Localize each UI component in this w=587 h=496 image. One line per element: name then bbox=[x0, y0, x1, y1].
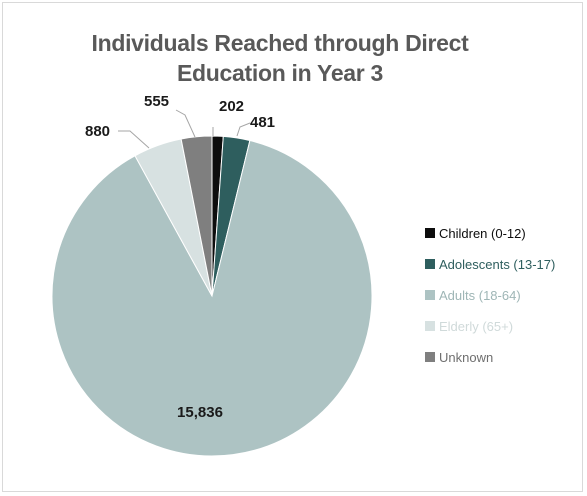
legend-label: Adolescents (13-17) bbox=[439, 256, 556, 272]
chart-title-line-1: Individuals Reached through Direct bbox=[91, 30, 469, 56]
legend-item: Adolescents (13-17) bbox=[425, 256, 575, 272]
chart-title-line-2: Education in Year 3 bbox=[176, 60, 384, 86]
pie-slice bbox=[51, 139, 373, 457]
legend-label: Children (0-12) bbox=[439, 225, 526, 241]
legend-item: Unknown bbox=[425, 349, 575, 365]
legend-swatch bbox=[425, 259, 435, 269]
legend-swatch bbox=[425, 321, 435, 331]
legend-label: Adults (18-64) bbox=[439, 287, 521, 303]
leader-line bbox=[118, 130, 150, 149]
legend-item: Adults (18-64) bbox=[425, 287, 575, 303]
data-label: 15,836 bbox=[177, 404, 223, 421]
legend-swatch bbox=[425, 228, 435, 238]
leader-line bbox=[236, 122, 251, 137]
legend-item: Children (0-12) bbox=[425, 225, 575, 241]
data-label: 202 bbox=[219, 98, 244, 115]
legend-swatch bbox=[425, 352, 435, 362]
legend-item: Elderly (65+) bbox=[425, 318, 575, 334]
legend-swatch bbox=[425, 290, 435, 300]
legend: Children (0-12) Adolescents (13-17) Adul… bbox=[425, 225, 575, 380]
chart-title: Individuals Reached through Direct Educa… bbox=[60, 28, 500, 88]
legend-label: Elderly (65+) bbox=[439, 318, 514, 334]
pie-slice bbox=[180, 135, 213, 297]
data-label: 481 bbox=[250, 114, 275, 131]
data-label: 880 bbox=[85, 123, 110, 140]
data-label: 555 bbox=[144, 93, 169, 110]
leader-line bbox=[175, 109, 196, 138]
legend-label: Unknown bbox=[439, 349, 494, 365]
